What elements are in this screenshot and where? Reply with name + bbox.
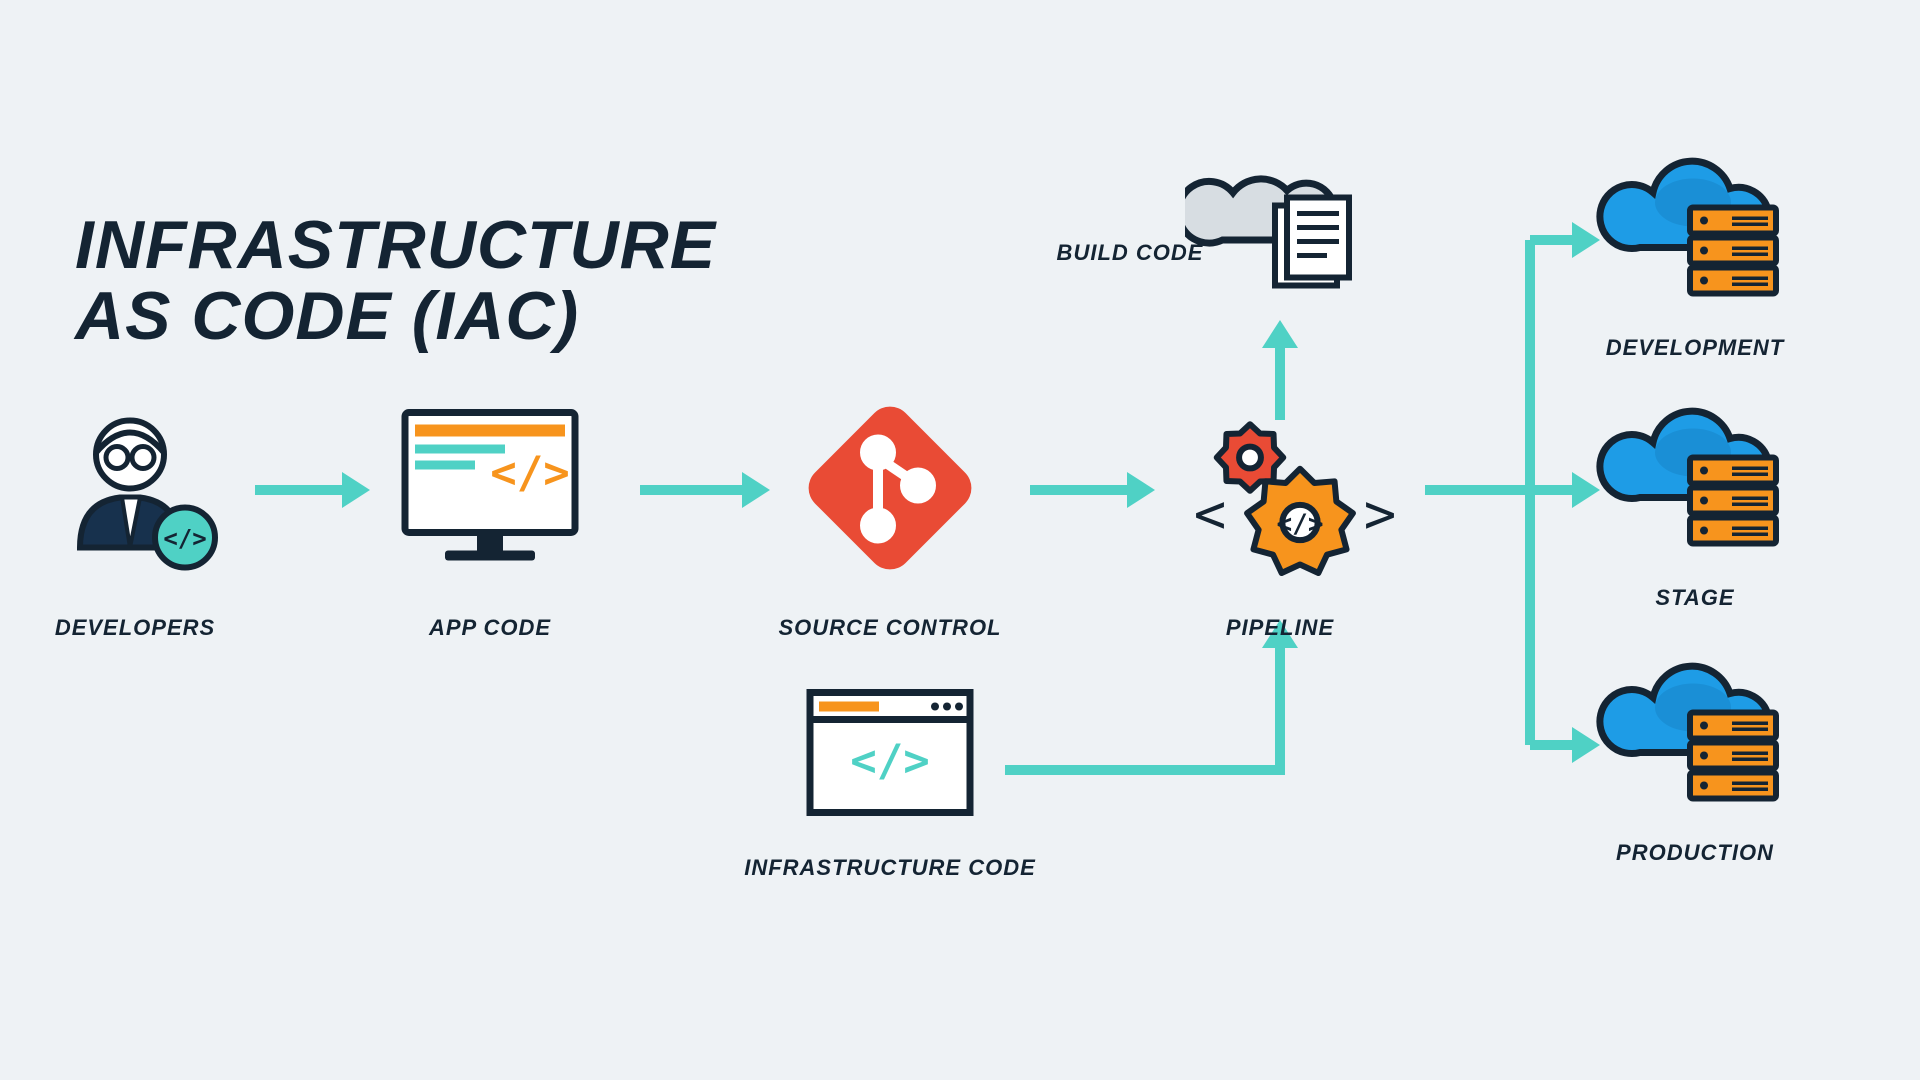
svg-text:>: > — [1364, 483, 1397, 546]
source-control-icon — [800, 398, 980, 583]
source-label: SOURCE CONTROL — [779, 615, 1002, 641]
pipeline-icon: </> < > — [1160, 398, 1400, 623]
pipeline-label: PIPELINE — [1226, 615, 1334, 641]
developers-icon: </> — [40, 393, 230, 588]
stage-env-label: STAGE — [1655, 585, 1734, 611]
stage-env-icon — [1595, 403, 1795, 578]
dev-env-icon — [1595, 153, 1795, 328]
infra-label: INFRASTRUCTURE CODE — [744, 855, 1036, 881]
dev-env-label: DEVELOPMENT — [1606, 335, 1784, 361]
app-code-label: APP CODE — [429, 615, 551, 641]
app-code-icon: </> — [385, 393, 595, 588]
prod-env-label: PRODUCTION — [1616, 840, 1774, 866]
build-code-icon — [1185, 158, 1375, 323]
build-label: BUILD CODE — [1057, 240, 1204, 266]
svg-text:</>: </> — [850, 736, 929, 787]
developers-label: DEVELOPERS — [55, 615, 215, 641]
svg-text:</>: </> — [490, 448, 569, 499]
prod-env-icon — [1595, 658, 1795, 833]
svg-text:<: < — [1194, 483, 1227, 546]
svg-text:</>: </> — [1277, 510, 1324, 540]
infra-code-icon: </> — [795, 678, 985, 833]
svg-text:</>: </> — [163, 525, 206, 553]
